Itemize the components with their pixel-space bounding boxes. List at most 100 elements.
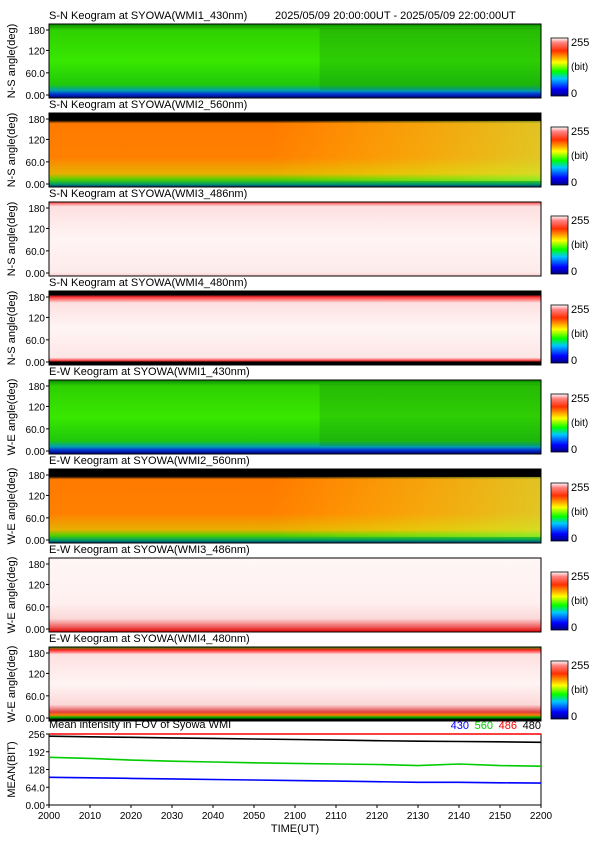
y-tick-label: 120 bbox=[28, 224, 45, 235]
x-tick-label: 2140 bbox=[448, 811, 471, 822]
panel-frame bbox=[48, 23, 542, 99]
y-axis-label: N-S angle(deg) bbox=[6, 113, 18, 188]
y-tick-label: 60.0 bbox=[26, 603, 46, 614]
y-tick-label: 0.00 bbox=[26, 536, 46, 547]
y-tick-label: 0.00 bbox=[26, 625, 46, 636]
colorbar-max-label: 255 bbox=[571, 393, 589, 405]
colorbar-min-label: 0 bbox=[571, 622, 577, 634]
panel-frame bbox=[48, 290, 542, 366]
panel-frame bbox=[48, 468, 542, 544]
y-tick-label: 0.00 bbox=[26, 714, 46, 725]
y-axis-label: N-S angle(deg) bbox=[6, 291, 18, 366]
colorbar-unit-label: (bit) bbox=[571, 240, 588, 251]
y-axis-label: N-S angle(deg) bbox=[6, 202, 18, 277]
y-tick-label: 0.00 bbox=[26, 91, 46, 102]
keogram-evolution-overlay bbox=[319, 28, 541, 90]
x-tick-label: 2120 bbox=[366, 811, 389, 822]
keogram-image bbox=[49, 202, 541, 276]
legend-entry: 486 bbox=[499, 720, 517, 732]
colorbar-scale bbox=[550, 482, 569, 542]
colorbar: 255 (bit) 0 bbox=[550, 215, 589, 278]
keogram-panel: S-N Keogram at SYOWA(WMI1_430nm) 180 120 60… bbox=[6, 10, 589, 102]
keogram-image bbox=[49, 24, 541, 98]
colorbar: 255 (bit) 0 bbox=[550, 482, 589, 545]
y-tick-label: 0.00 bbox=[26, 447, 46, 458]
colorbar-max-label: 255 bbox=[571, 215, 589, 227]
y-tick-label: 180 bbox=[28, 293, 45, 304]
panel-title: E-W Keogram at SYOWA(WMI1_430nm) bbox=[49, 366, 250, 378]
colorbar-scale bbox=[550, 571, 569, 631]
legend-entry: 430 bbox=[451, 720, 469, 732]
y-tick-label: 60.0 bbox=[26, 425, 46, 436]
panel-title: S-N Keogram at SYOWA(WMI1_430nm) bbox=[49, 10, 247, 22]
line-plot-frame bbox=[48, 733, 542, 806]
y-tick-label: 180 bbox=[28, 471, 45, 482]
colorbar-min-label: 0 bbox=[571, 444, 577, 456]
colorbar-min-label: 0 bbox=[571, 533, 577, 545]
y-tick-label: 120 bbox=[28, 580, 45, 591]
colorbar: 255 (bit) 0 bbox=[550, 660, 589, 723]
colorbar-scale bbox=[550, 126, 569, 186]
colorbar-min-label: 0 bbox=[571, 177, 577, 189]
series-line-430 bbox=[48, 776, 542, 784]
x-axis-label: TIME(UT) bbox=[271, 823, 319, 835]
x-tick-label: 2040 bbox=[202, 811, 225, 822]
keogram-image bbox=[49, 647, 541, 721]
y-tick-label: 120 bbox=[28, 669, 45, 680]
x-tick-label: 2200 bbox=[530, 811, 553, 822]
colorbar-unit-label: (bit) bbox=[571, 151, 588, 162]
keogram-evolution-overlay bbox=[319, 384, 541, 446]
colorbar-unit-label: (bit) bbox=[571, 62, 588, 73]
keogram-image bbox=[49, 380, 541, 454]
colorbar: 255 (bit) 0 bbox=[550, 393, 589, 456]
colorbar-unit-label: (bit) bbox=[571, 507, 588, 518]
panel-frame bbox=[48, 112, 542, 188]
keogram-panel: E-W Keogram at SYOWA(WMI1_430nm) 180 120 60… bbox=[6, 366, 589, 458]
colorbar-min-label: 0 bbox=[571, 711, 577, 723]
series-line-560 bbox=[48, 756, 542, 767]
y-tick-label: 0.00 bbox=[26, 801, 46, 812]
colorbar: 255 (bit) 0 bbox=[550, 126, 589, 189]
y-tick-label: 128 bbox=[28, 766, 45, 777]
y-tick-label: 180 bbox=[28, 115, 45, 126]
y-tick-label: 64.0 bbox=[26, 783, 46, 794]
x-tick-label: 2000 bbox=[38, 811, 61, 822]
colorbar-max-label: 255 bbox=[571, 126, 589, 138]
y-axis-label: MEAN(BIT) bbox=[6, 741, 18, 797]
keogram-panel: S-N Keogram at SYOWA(WMI4_480nm) 180 120 60… bbox=[6, 277, 589, 369]
keogram-image bbox=[49, 291, 541, 365]
y-tick-label: 60.0 bbox=[26, 514, 46, 525]
panel-frame bbox=[48, 201, 542, 277]
y-tick-label: 180 bbox=[28, 26, 45, 37]
panel-frame bbox=[48, 379, 542, 455]
y-tick-label: 120 bbox=[28, 491, 45, 502]
panel-title: E-W Keogram at SYOWA(WMI4_480nm) bbox=[49, 633, 250, 645]
colorbar-min-label: 0 bbox=[571, 266, 577, 278]
y-axis-label: W-E angle(deg) bbox=[6, 646, 18, 723]
panel-title: S-N Keogram at SYOWA(WMI2_560nm) bbox=[49, 99, 247, 111]
colorbar-scale bbox=[550, 304, 569, 364]
y-axis-label: N-S angle(deg) bbox=[6, 24, 18, 99]
colorbar-min-label: 0 bbox=[571, 88, 577, 100]
colorbar-max-label: 255 bbox=[571, 660, 589, 672]
x-tick-label: 2020 bbox=[120, 811, 143, 822]
x-tick-label: 2130 bbox=[407, 811, 430, 822]
y-tick-label: 0.00 bbox=[26, 180, 46, 191]
y-tick-label: 60.0 bbox=[26, 692, 46, 703]
y-tick-label: 120 bbox=[28, 46, 45, 57]
y-tick-label: 192 bbox=[28, 748, 45, 759]
colorbar-max-label: 255 bbox=[571, 482, 589, 494]
panel-title: E-W Keogram at SYOWA(WMI3_486nm) bbox=[49, 544, 250, 556]
x-tick-label: 2010 bbox=[79, 811, 102, 822]
y-tick-label: 256 bbox=[28, 730, 45, 741]
colorbar-unit-label: (bit) bbox=[571, 596, 588, 607]
y-tick-label: 60.0 bbox=[26, 336, 46, 347]
panel-title: S-N Keogram at SYOWA(WMI4_480nm) bbox=[49, 277, 247, 289]
colorbar-scale bbox=[550, 215, 569, 275]
colorbar-max-label: 255 bbox=[571, 571, 589, 583]
y-axis-label: W-E angle(deg) bbox=[6, 379, 18, 456]
series-line-480 bbox=[48, 735, 542, 744]
colorbar-unit-label: (bit) bbox=[571, 685, 588, 696]
